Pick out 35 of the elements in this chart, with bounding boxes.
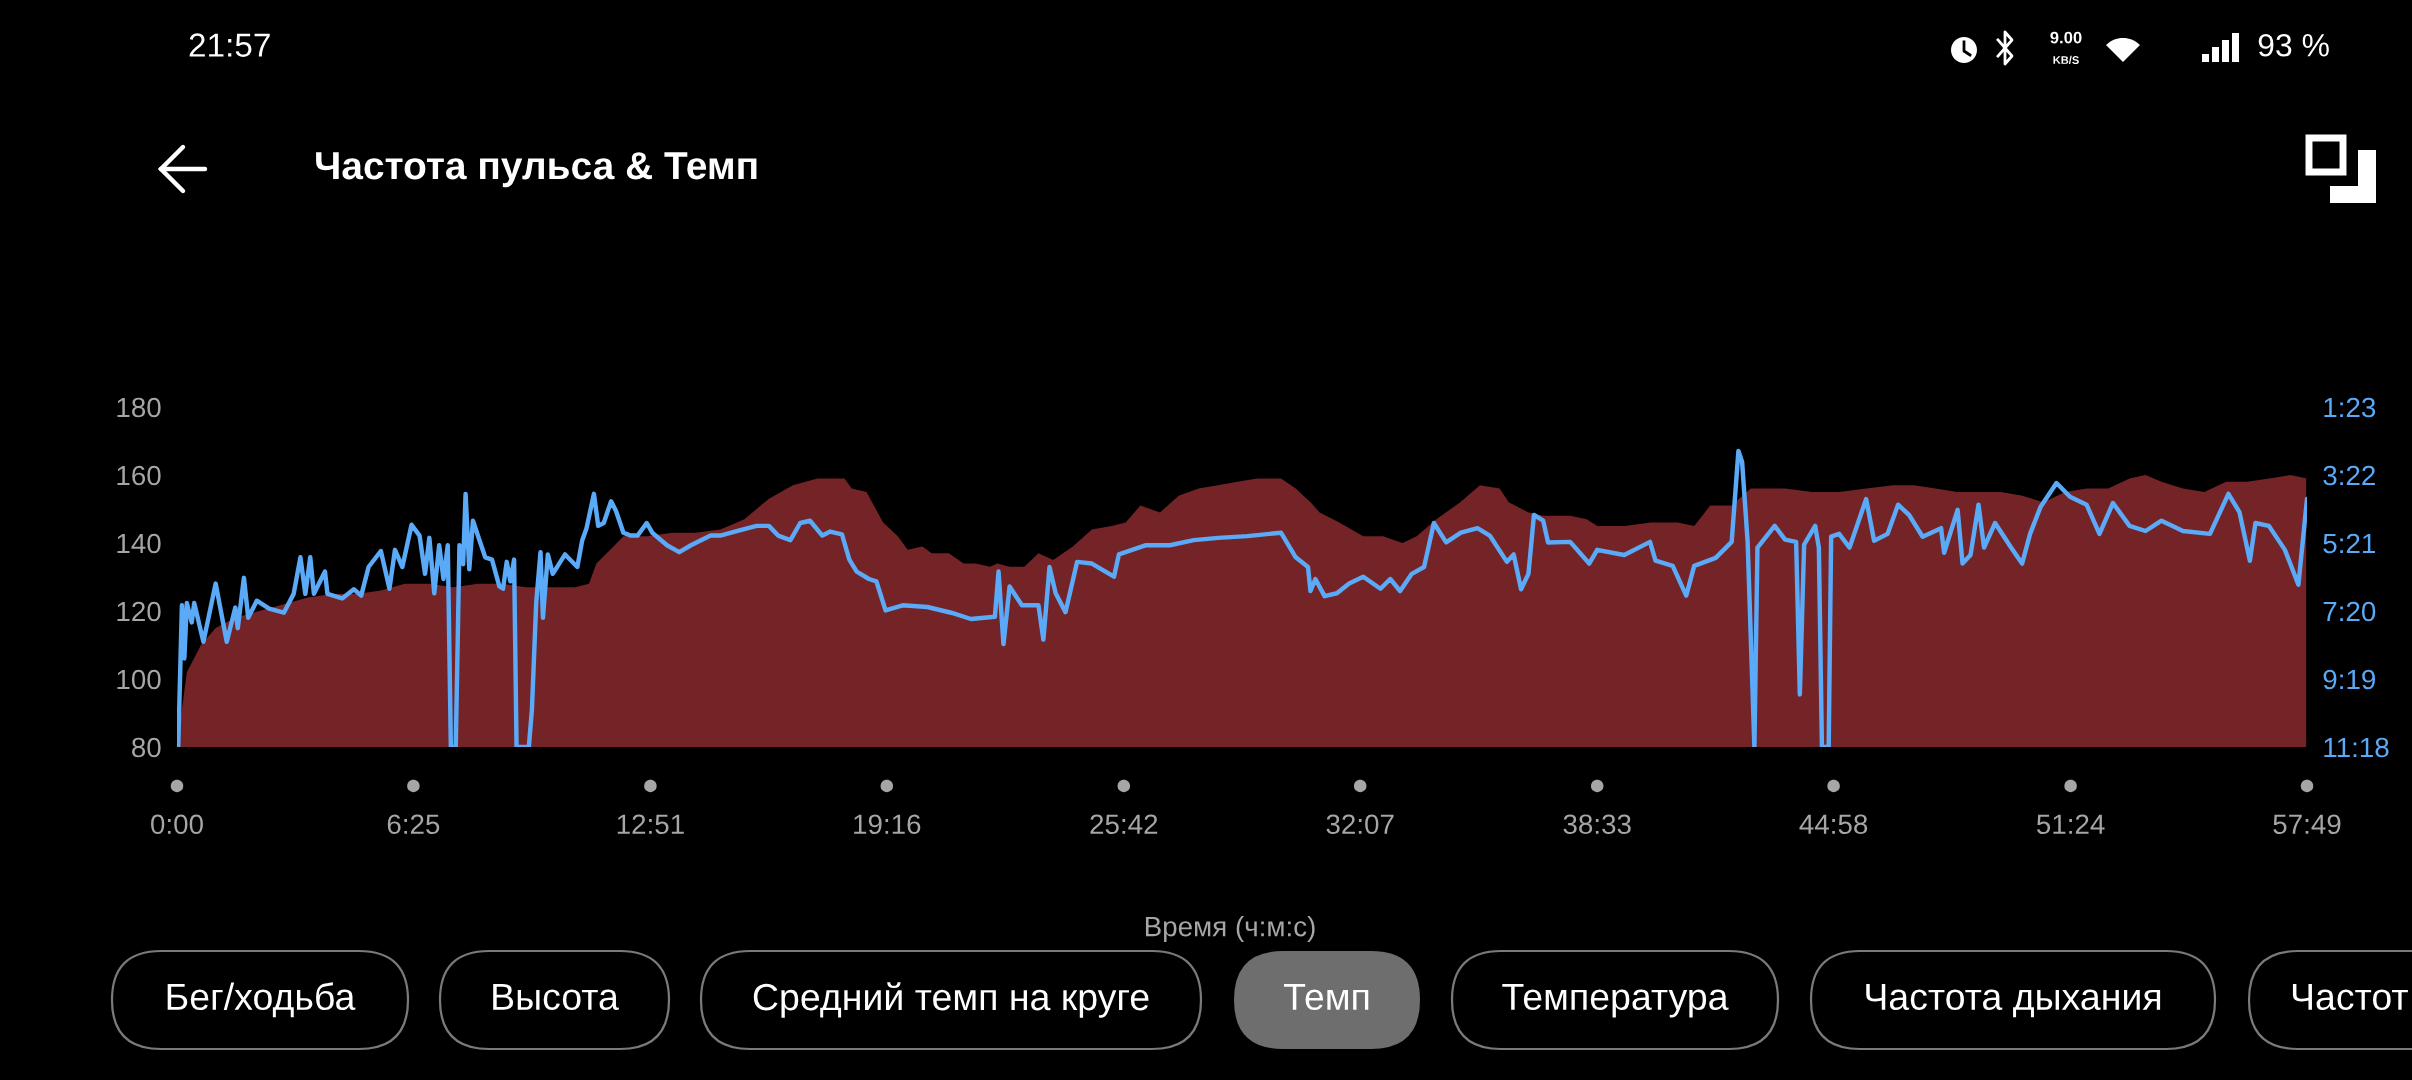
y-tick-label: 180 bbox=[117, 397, 161, 418]
y2-tick-label: 1:23 bbox=[2324, 397, 2376, 418]
y2-tick-label: 5:21 bbox=[2323, 533, 2375, 554]
text: KB/S bbox=[2053, 55, 2079, 65]
y2-tick-label: 9:19 bbox=[2323, 669, 2376, 690]
y2-tick-label: 7:20 bbox=[2323, 601, 2376, 622]
y-tick-label: 100 bbox=[117, 669, 161, 690]
x-tick-label: 19:16 bbox=[854, 814, 921, 835]
y2-tick-label: 11:18 bbox=[2324, 737, 2389, 758]
x-tick-label: 6:25 bbox=[387, 814, 440, 835]
text: Частот bbox=[2292, 983, 2408, 1011]
text: Температура bbox=[1502, 983, 1729, 1018]
y-tick-label: 120 bbox=[117, 601, 161, 622]
x-axis-title: Время (ч:м:с) bbox=[1145, 916, 1315, 942]
x-tick-label: 12:51 bbox=[617, 814, 684, 835]
text: Частота дыхания bbox=[1866, 983, 2161, 1018]
text: Высота bbox=[493, 983, 619, 1011]
x-tick-label: 0:00 bbox=[151, 814, 203, 835]
text: 9.00 bbox=[2050, 31, 2082, 44]
x-tick-label: 51:24 bbox=[2036, 814, 2105, 835]
y-tick-label: 140 bbox=[117, 533, 161, 554]
x-tick-label: 44:58 bbox=[1799, 814, 1868, 835]
x-tick-label: 57:49 bbox=[2273, 814, 2341, 835]
text: Бег/ходьба bbox=[167, 982, 356, 1018]
text: 21:57 bbox=[189, 33, 270, 57]
y-tick-label: 80 bbox=[132, 737, 161, 758]
x-tick-label: 25:42 bbox=[1090, 814, 1158, 835]
y-tick-label: 160 bbox=[117, 465, 161, 486]
y2-tick-label: 3:22 bbox=[2323, 465, 2375, 486]
text: Средний темп на круге bbox=[753, 982, 1149, 1018]
text: 93 % bbox=[2258, 33, 2329, 57]
chart-title: Частота пульса & Темп bbox=[316, 152, 757, 188]
x-tick-label: 32:07 bbox=[1326, 814, 1394, 835]
x-tick-label: 38:33 bbox=[1563, 814, 1631, 835]
text: Темп bbox=[1283, 983, 1369, 1011]
